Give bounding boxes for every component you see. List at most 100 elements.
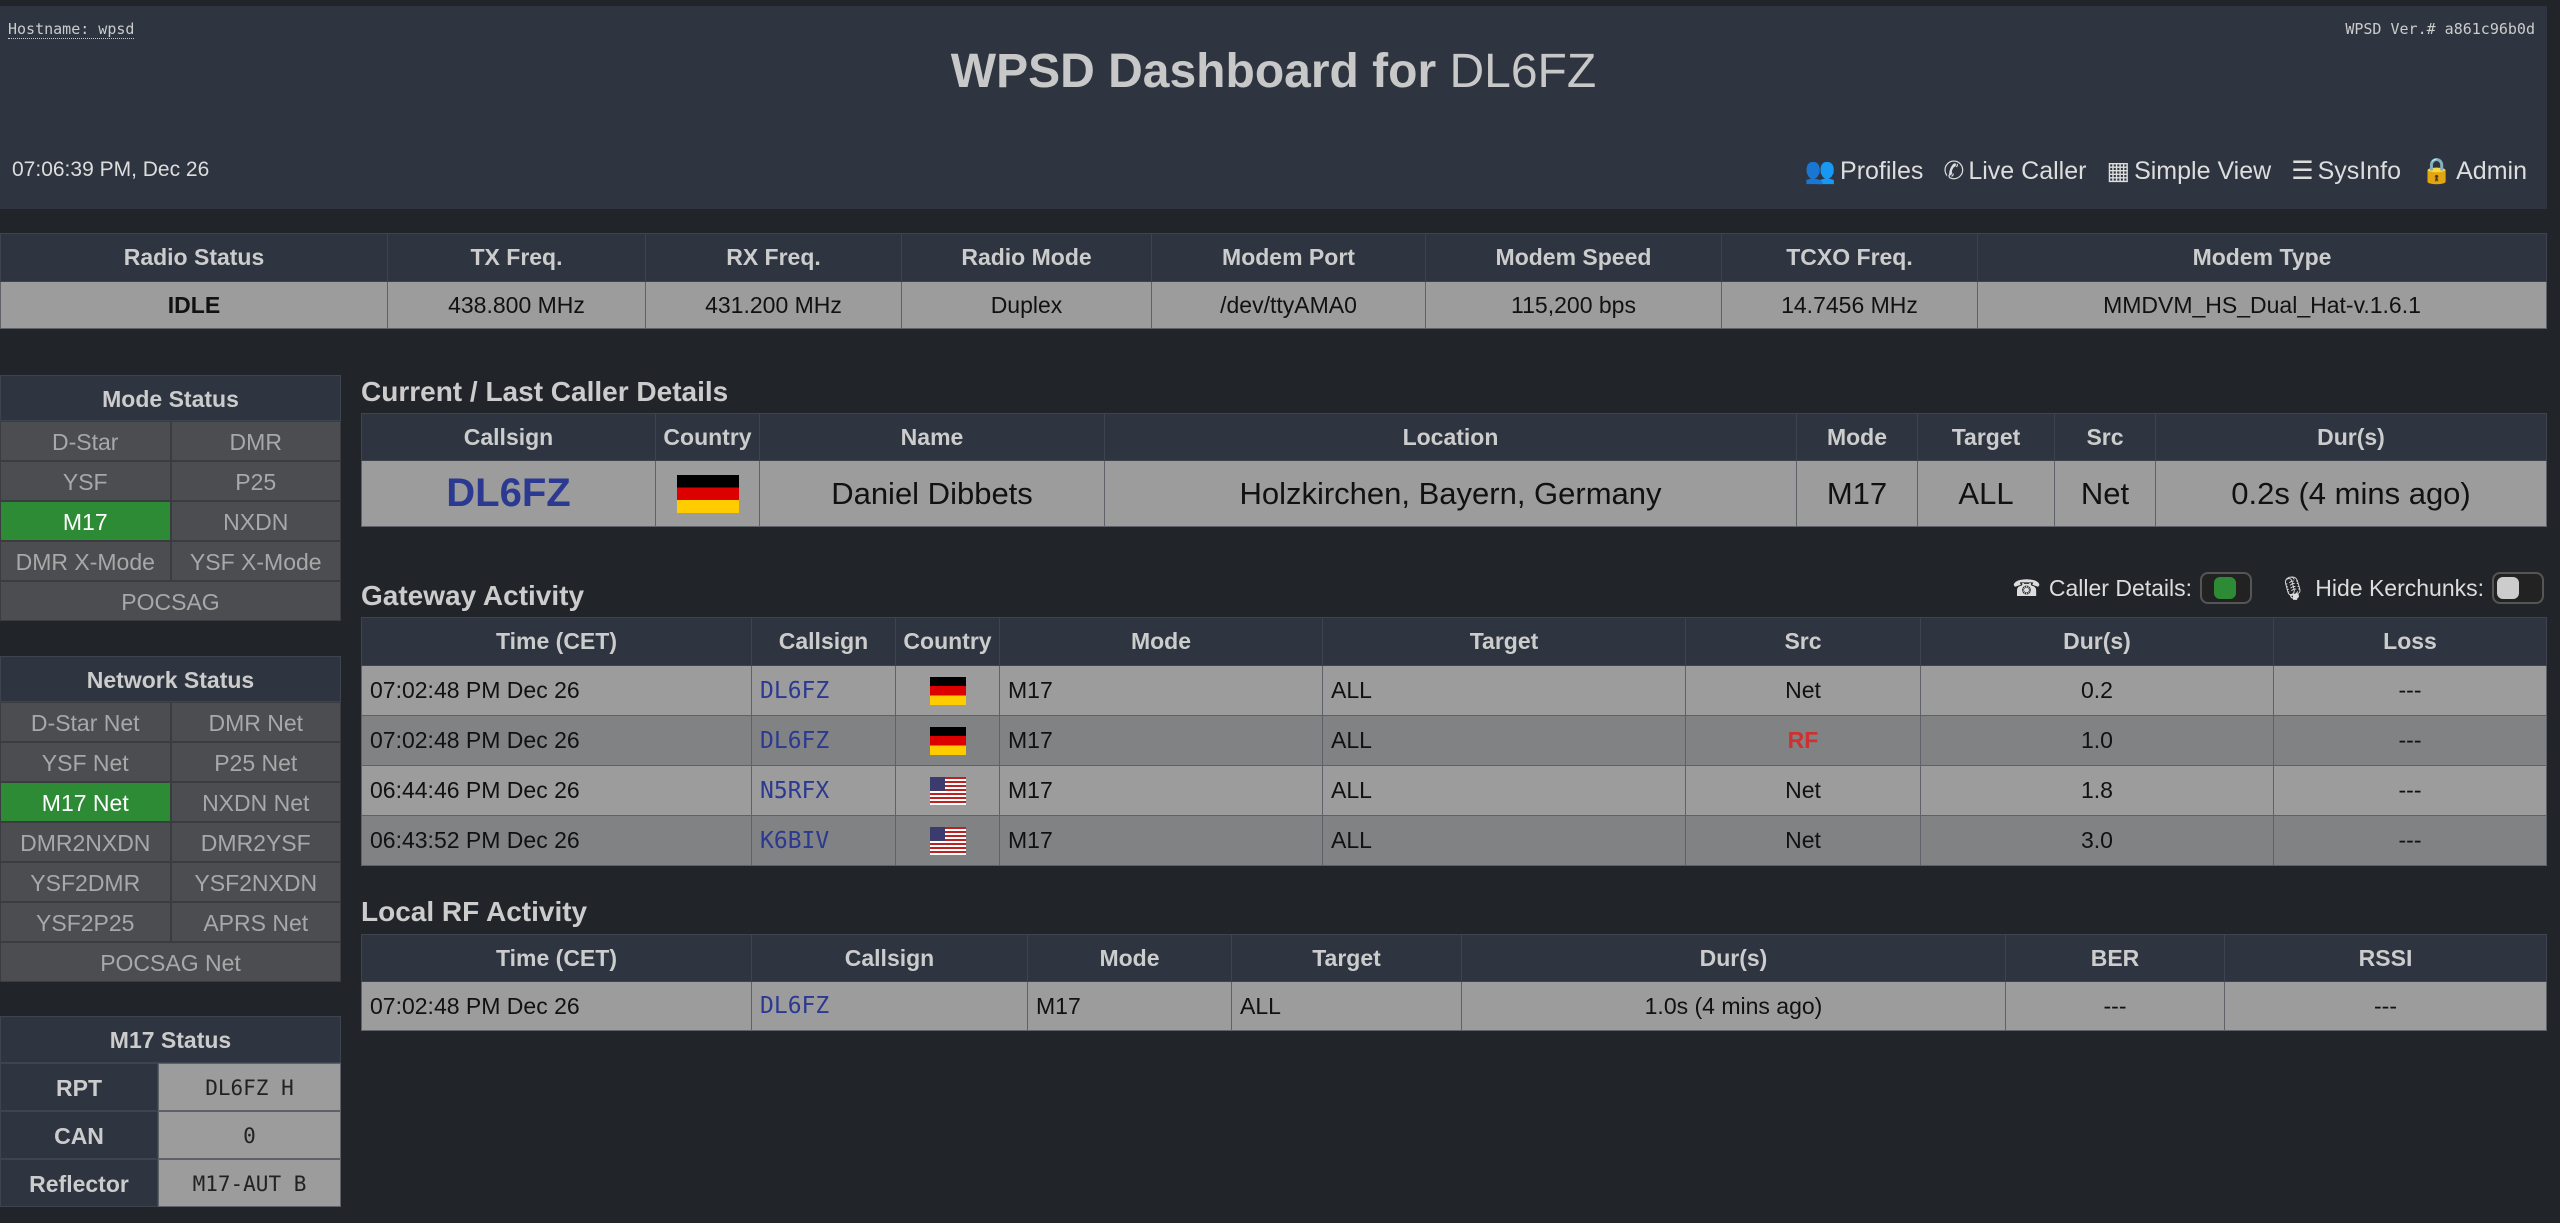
gateway-section-title: Gateway Activity: [361, 580, 585, 611]
version: WPSD Ver.# a861c96b0d: [2345, 20, 2535, 38]
time: 07:02:48 PM Dec 26: [361, 715, 752, 766]
radio-modem-speed: 115,200 bps: [1425, 281, 1722, 329]
m17-key-rpt: RPT: [0, 1063, 158, 1111]
col-header-time-cet: Time (CET): [361, 934, 752, 982]
col-header-tcxo-freq: TCXO Freq.: [1721, 233, 1978, 282]
mode: M17: [999, 765, 1323, 816]
radio-modem-type: MMDVM_HS_Dual_Hat-v.1.6.1: [1977, 281, 2547, 329]
germany-flag-icon: [929, 676, 966, 705]
radio-info-table: Radio Status TX Freq. RX Freq. Radio Mode Mo…: [0, 233, 2547, 329]
col-header-country: Country: [655, 413, 760, 461]
hostname[interactable]: Hostname: wpsd: [8, 20, 135, 39]
status-ysf2nxdn: YSF2NXDN: [170, 862, 341, 902]
status-ysf-net: YSF Net: [0, 742, 171, 782]
callsign-link[interactable]: N5RFX: [751, 765, 896, 816]
caller-callsign[interactable]: DL6FZ: [361, 460, 656, 527]
col-header-modem-speed: Modem Speed: [1425, 233, 1722, 282]
mode: M17: [999, 665, 1323, 716]
target: ALL: [1322, 715, 1686, 766]
radio-tcxo-freq: 14.7456 MHz: [1721, 281, 1978, 329]
col-header-rssi: RSSI: [2224, 934, 2547, 982]
phone-icon: ☎: [2012, 574, 2041, 601]
target: ALL: [1322, 815, 1686, 866]
table-icon: ▦: [2106, 157, 2131, 185]
page-title: WPSD Dashboard for DL6FZ: [0, 44, 2547, 99]
rssi: ---: [2224, 981, 2547, 1031]
nav-admin[interactable]: 🔒 Admin: [2421, 156, 2527, 186]
caller-location: Holzkirchen, Bayern, Germany: [1104, 460, 1797, 527]
germany-flag-icon: [676, 474, 739, 513]
loss: ---: [2273, 715, 2547, 766]
callsign-link[interactable]: DL6FZ: [751, 981, 1028, 1031]
col-header-loss: Loss: [2273, 617, 2547, 666]
title-callsign: DL6FZ: [1449, 45, 1597, 98]
network-status-title: Network Status: [0, 656, 341, 702]
country: [895, 665, 1000, 716]
src: Net: [1685, 815, 1921, 866]
col-header-target: Target: [1231, 934, 1462, 982]
caller-details-label: Caller Details:: [2048, 574, 2193, 601]
nav-profiles[interactable]: 👥 Profiles: [1805, 156, 1924, 186]
callsign-link[interactable]: DL6FZ: [751, 665, 896, 716]
status-pocsag-net: POCSAG Net: [0, 942, 341, 982]
hide-kerchunks-toggle[interactable]: [2492, 572, 2544, 604]
col-header-mode: Mode: [1027, 934, 1232, 982]
time: 06:43:52 PM Dec 26: [361, 815, 752, 866]
status-d-star: D-Star: [0, 421, 171, 461]
status-dmr-x-mode: DMR X-Mode: [0, 541, 171, 581]
loss: ---: [2273, 665, 2547, 716]
src: RF: [1685, 715, 1921, 766]
nav-label: Simple View: [2134, 156, 2272, 185]
m17-value-can: 0: [158, 1111, 341, 1159]
target: ALL: [1322, 765, 1686, 816]
col-header-name: Name: [759, 413, 1105, 461]
status-dmr2ysf: DMR2YSF: [170, 822, 341, 862]
loss: ---: [2273, 815, 2547, 866]
status-nxdn: NXDN: [170, 501, 341, 541]
radio-modem-port: /dev/ttyAMA0: [1151, 281, 1426, 329]
target: ALL: [1231, 981, 1462, 1031]
nav-simple-view[interactable]: ▦ Simple View: [2106, 156, 2271, 186]
country: [895, 815, 1000, 866]
col-header-dur-s: Dur(s): [1461, 934, 2006, 982]
col-header-callsign: Callsign: [751, 934, 1028, 982]
caller-dur: 0.2s (4 mins ago): [2155, 460, 2547, 527]
nav-label: Live Caller: [1968, 156, 2087, 185]
duration: 1.0: [1920, 715, 2274, 766]
status-m17: M17: [0, 501, 171, 541]
col-header-time-cet: Time (CET): [361, 617, 752, 666]
status-ysf2dmr: YSF2DMR: [0, 862, 171, 902]
col-header-tx-freq: TX Freq.: [387, 233, 646, 282]
network-status-panel: Network Status D-Star Net DMR Net YSF Net P…: [0, 656, 341, 982]
radio-radio-mode: Duplex: [901, 281, 1152, 329]
m17-value-rpt: DL6FZ H: [158, 1063, 341, 1111]
caller-details-toggle[interactable]: [2200, 572, 2253, 604]
caller-table: Callsign Country Name Location Mode Target Src…: [361, 413, 2547, 527]
loss: ---: [2273, 765, 2547, 816]
status-p25-net: P25 Net: [170, 742, 341, 782]
status-nxdn-net: NXDN Net: [170, 782, 341, 822]
lock-icon: 🔒: [2420, 156, 2453, 185]
country: [895, 715, 1000, 766]
col-header-dur-s: Dur(s): [2155, 413, 2547, 461]
callsign-link[interactable]: K6BIV: [751, 815, 896, 866]
status-ysf-x-mode: YSF X-Mode: [170, 541, 341, 581]
duration: 1.8: [1920, 765, 2274, 816]
gateway-toggles: ☎ Caller Details: 🎙 Hide Kerchunks:: [2012, 572, 2544, 604]
gateway-table: Time (CET) Callsign Country Mode Target Src Du…: [361, 617, 2547, 866]
caller-section-title: Current / Last Caller Details: [361, 376, 729, 407]
nav-sysinfo[interactable]: ☰ SysInfo: [2291, 156, 2401, 186]
nav-live-caller[interactable]: ✆ Live Caller: [1943, 156, 2086, 186]
duration: 0.2: [1920, 665, 2274, 716]
radio-rx-freq: 431.200 MHz: [645, 281, 902, 329]
duration: 1.0s (4 mins ago): [1461, 981, 2006, 1031]
time: 07:02:48 PM Dec 26: [361, 981, 752, 1031]
mode: M17: [999, 815, 1323, 866]
nav-label: Profiles: [1840, 156, 1924, 185]
nav-label: SysInfo: [2317, 156, 2401, 185]
nav-label: Admin: [2456, 156, 2527, 185]
col-header-target: Target: [1917, 413, 2055, 461]
col-header-callsign: Callsign: [751, 617, 896, 666]
callsign-link[interactable]: DL6FZ: [751, 715, 896, 766]
localrf-row: 07:02:48 PM Dec 26 DL6FZ M17 ALL 1.0s (4 min…: [361, 981, 2547, 1031]
